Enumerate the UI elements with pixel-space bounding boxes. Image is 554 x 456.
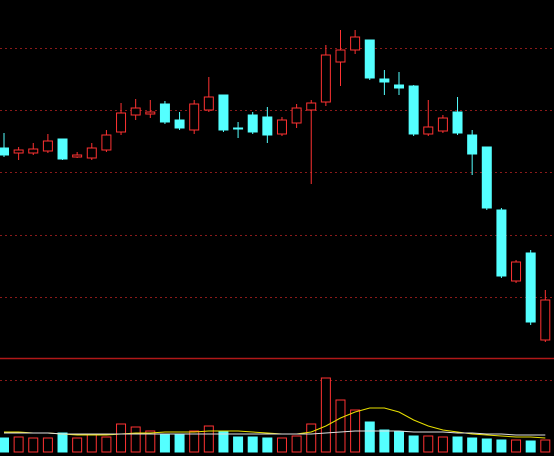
volume-bar: [452, 436, 463, 453]
volume-bar: [189, 430, 200, 453]
volume-bar: [437, 436, 448, 453]
candle-body: [335, 49, 346, 63]
volume-bar: [28, 437, 39, 453]
volume-bar: [86, 434, 97, 453]
volume-bar: [423, 435, 434, 453]
volume-bar: [511, 439, 522, 453]
candle-body: [350, 36, 361, 51]
volume-bar: [203, 425, 214, 453]
candle-body: [467, 134, 478, 155]
candle-body: [364, 39, 375, 79]
volume-bar: [306, 423, 317, 453]
candle-body: [86, 147, 97, 159]
candle-body: [408, 85, 419, 135]
candle-body: [203, 96, 214, 111]
candle-body: [540, 299, 551, 341]
candle-body: [72, 154, 83, 158]
candle-body: [174, 119, 185, 129]
volume-bar: [525, 440, 536, 453]
volume-bar: [0, 437, 9, 453]
candle-body: [145, 111, 156, 115]
volume-bar: [72, 437, 83, 453]
volume-bar: [408, 435, 419, 453]
candle-body: [423, 126, 434, 135]
candle-body: [291, 107, 302, 124]
candle-body: [262, 116, 273, 136]
volume-bar: [13, 436, 24, 453]
volume-bar: [42, 437, 53, 453]
volume-bar: [481, 438, 492, 453]
candle-body: [247, 114, 258, 133]
volume-bar: [540, 439, 551, 453]
candle-body: [394, 84, 405, 89]
candle-body: [481, 146, 492, 209]
candle-body: [525, 252, 536, 323]
candle-body: [452, 111, 463, 134]
volume-bar: [262, 437, 273, 453]
volume-bar: [130, 426, 141, 453]
volume-bar: [320, 377, 331, 453]
candle-body: [320, 54, 331, 103]
volume-bar: [116, 423, 127, 453]
volume-bar: [218, 431, 229, 453]
candle-body: [437, 117, 448, 132]
volume-bar: [159, 433, 170, 453]
volume-bar: [174, 433, 185, 453]
candle-body: [233, 127, 244, 130]
candle-body: [379, 78, 390, 83]
candle-body: [116, 112, 127, 133]
candle-body: [130, 107, 141, 116]
volume-bar: [379, 429, 390, 453]
candle-body: [0, 147, 9, 156]
volume-bar: [276, 437, 287, 453]
candle-body: [159, 103, 170, 123]
volume-bar: [394, 431, 405, 453]
candle-body: [13, 149, 24, 154]
candle-body: [189, 103, 200, 131]
volume-bar: [335, 399, 346, 453]
volume-bar: [364, 421, 375, 453]
candle-body: [511, 261, 522, 282]
volume-bar: [291, 435, 302, 453]
candle-body: [57, 138, 68, 160]
volume-average-line: [4, 430, 546, 436]
volume-bar: [467, 437, 478, 453]
candle-body: [42, 140, 53, 152]
candle-body: [276, 119, 287, 135]
volume-bar: [496, 439, 507, 453]
candle-body: [306, 102, 317, 111]
volume-bar: [57, 432, 68, 453]
volume-bar: [247, 436, 258, 453]
candle-body: [496, 209, 507, 277]
volume-bar: [101, 436, 112, 453]
volume-bar: [233, 436, 244, 453]
candle-body: [28, 148, 39, 154]
candle-body: [101, 134, 112, 151]
candle-body: [218, 94, 229, 131]
volume-bar: [145, 430, 156, 453]
